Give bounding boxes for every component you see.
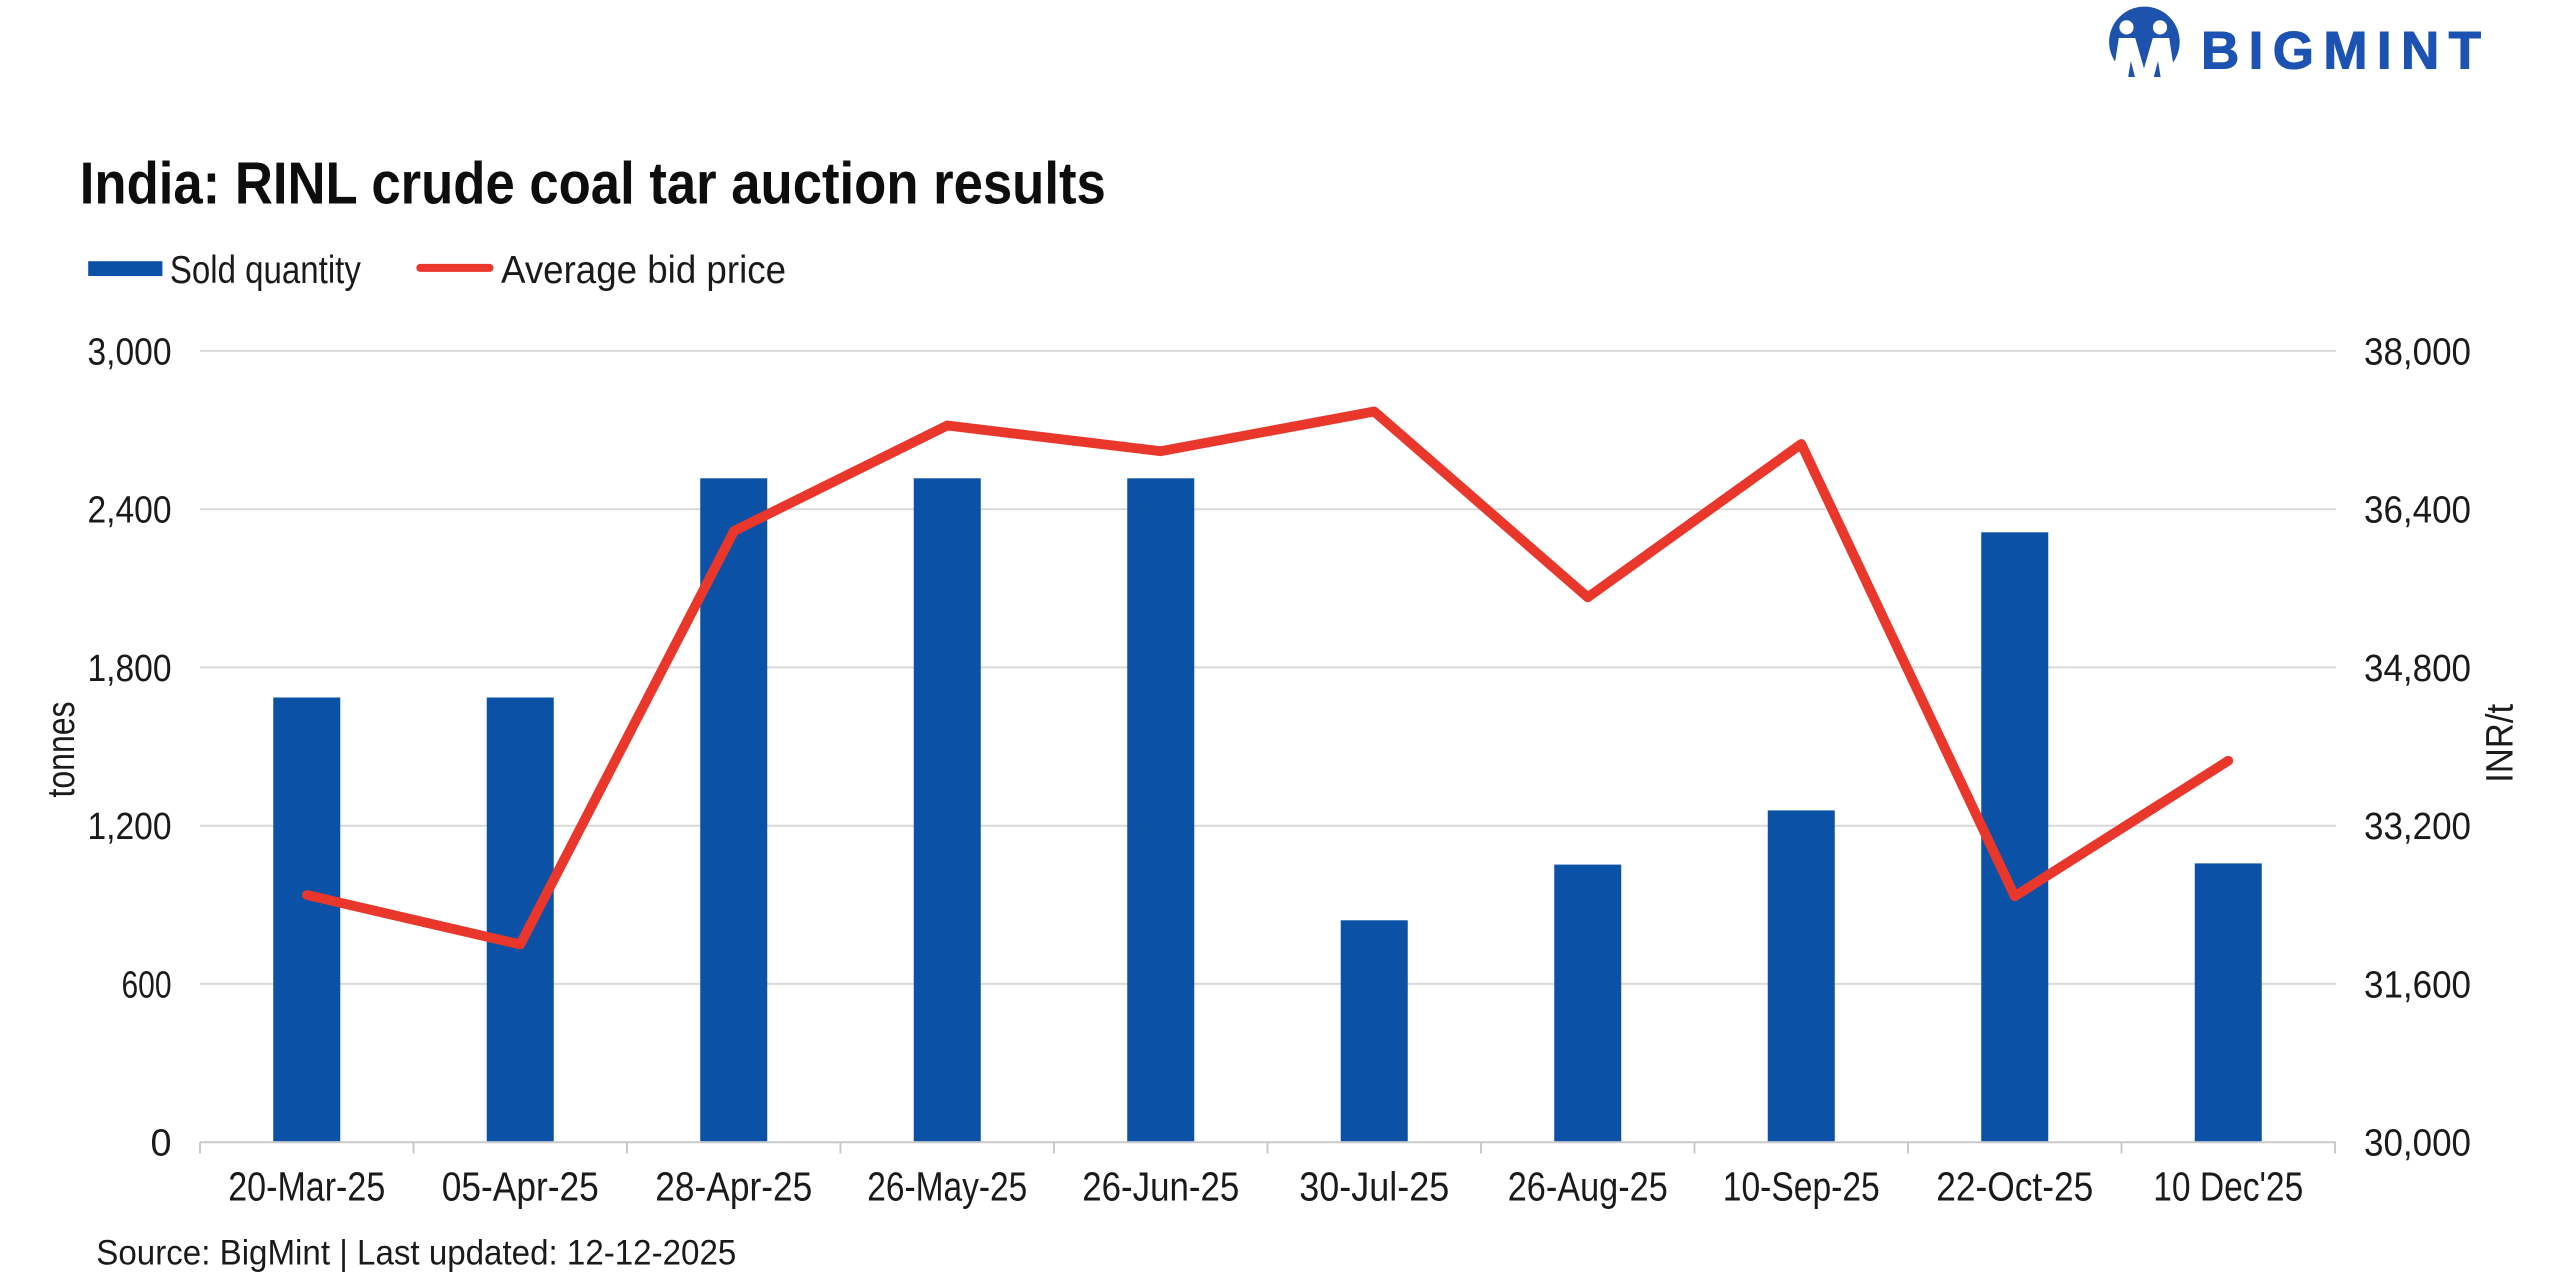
svg-text:2,400: 2,400: [88, 490, 172, 532]
svg-text:31,600: 31,600: [2364, 964, 2471, 1006]
svg-text:600: 600: [122, 964, 172, 1006]
svg-text:Sold quantity: Sold quantity: [170, 249, 362, 292]
svg-text:1,200: 1,200: [88, 806, 172, 848]
svg-text:30,000: 30,000: [2364, 1123, 2471, 1165]
svg-text:India: RINL crude coal tar auc: India: RINL crude coal tar auction resul…: [80, 150, 1106, 216]
svg-text:10-Sep-25: 10-Sep-25: [1723, 1164, 1880, 1210]
svg-text:0: 0: [151, 1123, 172, 1165]
svg-text:05-Apr-25: 05-Apr-25: [442, 1164, 599, 1210]
svg-text:26-Jun-25: 26-Jun-25: [1082, 1164, 1239, 1210]
svg-text:33,200: 33,200: [2364, 806, 2471, 848]
svg-text:Average bid price: Average bid price: [501, 249, 786, 292]
svg-text:30-Jul-25: 30-Jul-25: [1299, 1164, 1449, 1210]
svg-text:26-May-25: 26-May-25: [867, 1164, 1027, 1210]
svg-text:INR/t: INR/t: [2480, 704, 2522, 783]
svg-text:28-Apr-25: 28-Apr-25: [655, 1164, 812, 1210]
svg-text:20-Mar-25: 20-Mar-25: [228, 1164, 385, 1210]
svg-text:3,000: 3,000: [88, 331, 172, 373]
svg-text:Source: BigMint | Last updated: Source: BigMint | Last updated: 12-12-20…: [96, 1233, 736, 1273]
svg-text:36,400: 36,400: [2364, 490, 2471, 532]
svg-text:10 Dec'25: 10 Dec'25: [2153, 1164, 2303, 1210]
svg-text:26-Aug-25: 26-Aug-25: [1508, 1164, 1668, 1210]
svg-text:1,800: 1,800: [88, 648, 172, 690]
svg-text:22-Oct-25: 22-Oct-25: [1936, 1164, 2093, 1210]
svg-text:tonnes: tonnes: [40, 702, 83, 798]
svg-text:34,800: 34,800: [2364, 648, 2471, 690]
svg-text:38,000: 38,000: [2364, 331, 2471, 373]
